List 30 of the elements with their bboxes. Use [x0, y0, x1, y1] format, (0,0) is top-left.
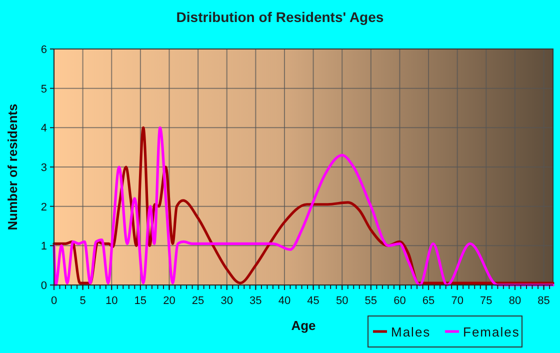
x-tick-label: 15: [134, 295, 147, 307]
chart-title: Distribution of Residents' Ages: [176, 9, 384, 25]
x-tick-label: 60: [394, 295, 406, 307]
x-tick-label: 5: [80, 295, 86, 307]
y-axis-title: Number of residents: [5, 104, 20, 230]
x-tick-label: 20: [163, 295, 176, 307]
x-tick-label: 75: [480, 295, 492, 307]
x-tick-label: 50: [336, 295, 348, 307]
x-tick-label: 70: [451, 295, 464, 307]
x-tick-label: 30: [220, 295, 233, 307]
x-tick-label: 45: [307, 295, 320, 307]
x-tick-label: 40: [278, 295, 291, 307]
y-tick-label: 3: [40, 162, 47, 174]
x-tick-label: 85: [538, 295, 550, 307]
x-tick-label: 80: [508, 295, 522, 307]
y-tick-label: 1: [40, 240, 47, 253]
x-tick-label: 10: [105, 295, 118, 307]
legend-label: Females: [463, 324, 520, 340]
y-tick-label: 6: [40, 44, 47, 56]
x-tick-label: 65: [422, 295, 435, 307]
y-tick-label: 4: [40, 122, 47, 135]
x-tick-label: 35: [250, 295, 262, 307]
y-tick-label: 2: [40, 201, 47, 214]
y-tick-label: 5: [40, 83, 47, 96]
legend-label: Males: [391, 324, 431, 340]
x-tick-label: 55: [364, 295, 378, 307]
x-tick-label: 25: [192, 295, 204, 307]
y-tick-label: 0: [40, 280, 47, 292]
x-axis-title: Age: [291, 318, 316, 333]
x-tick-label: 0: [50, 295, 58, 307]
